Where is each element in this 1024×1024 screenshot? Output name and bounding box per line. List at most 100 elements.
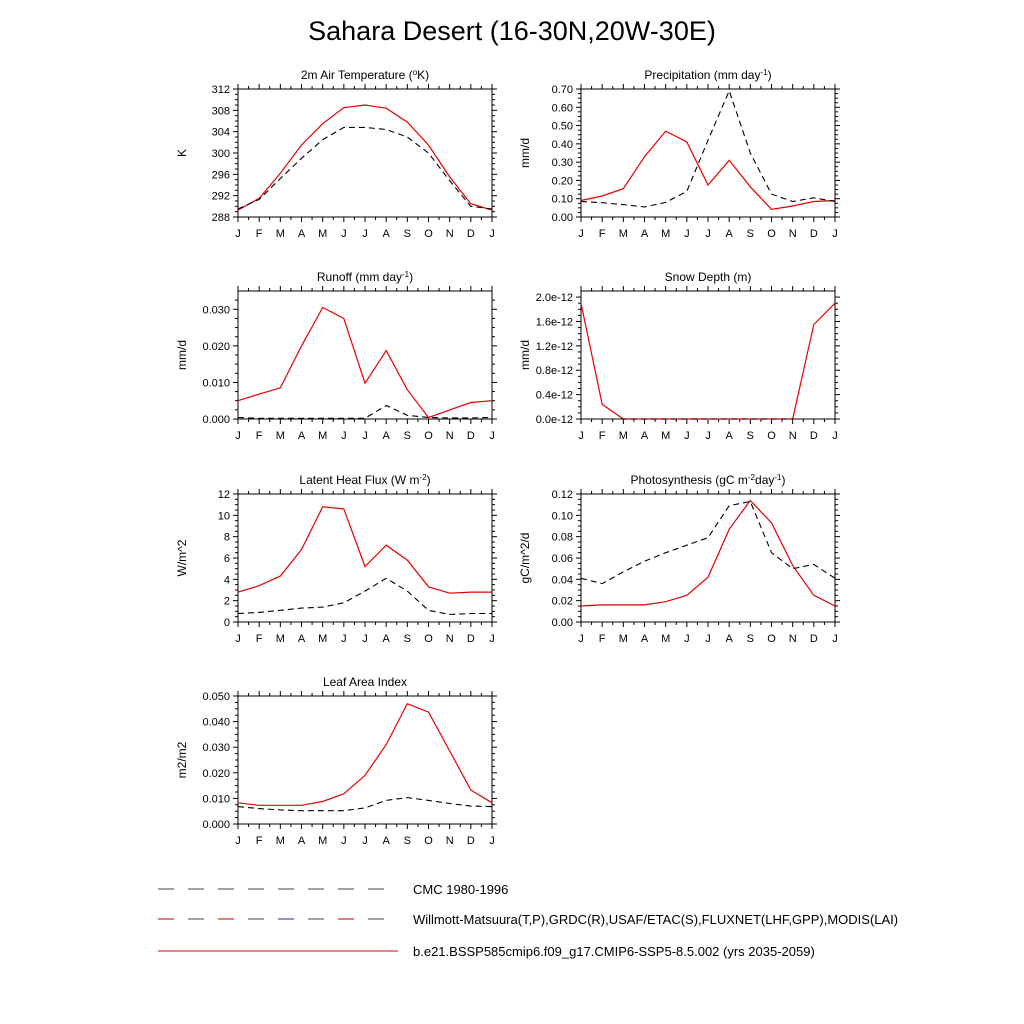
x-tick-label: O xyxy=(767,430,776,442)
series-line-observed xyxy=(580,500,836,585)
x-tick-label: A xyxy=(382,228,390,240)
y-tick-label: 0.50 xyxy=(552,121,573,133)
y-tick-label: 0.040 xyxy=(202,717,230,729)
y-tick-label: 292 xyxy=(212,191,230,203)
plot-frame xyxy=(237,88,493,218)
x-tick-label: M xyxy=(619,633,628,645)
x-tick-label: N xyxy=(446,228,454,240)
panel-2: J F M A M J J A S O N D J0.000.100.200.300.400.500.6… xyxy=(518,68,840,240)
x-tick-label: J xyxy=(235,835,241,847)
y-tick-label: 0.60 xyxy=(552,102,573,114)
x-tick-label: M xyxy=(661,430,670,442)
y-tick-label: 304 xyxy=(212,127,230,139)
panel-title-part: Latent Heat Flux (W m xyxy=(299,473,419,487)
panel-title-part: ) xyxy=(427,473,431,487)
x-tick-label: J xyxy=(341,633,347,645)
panel-title-part: -1 xyxy=(760,68,768,77)
legend-label: CMC 1980-1996 xyxy=(413,882,508,897)
y-tick-label: 312 xyxy=(212,84,230,96)
x-tick-label: F xyxy=(256,228,263,240)
panel-title-part: -2 xyxy=(748,473,756,482)
y-tick-label: 0.02 xyxy=(552,596,573,608)
x-tick-label: J xyxy=(489,835,495,847)
plot-frame xyxy=(237,493,493,623)
y-tick-label: 0.00 xyxy=(552,212,573,224)
x-tick-label: S xyxy=(404,228,411,240)
panel-title: Photosynthesis (gC m-2day-1) xyxy=(631,473,786,488)
panel-6: J F M A M J J A S O N D J0.000.020.040.060.080.100.1… xyxy=(518,473,840,645)
y-tick-label: 0.10 xyxy=(552,194,573,206)
y-tick-label: 0.06 xyxy=(552,553,573,565)
x-tick-label: M xyxy=(619,430,628,442)
x-tick-label: A xyxy=(298,633,306,645)
x-tick-label: J xyxy=(235,228,241,240)
y-axis-label: K xyxy=(175,149,189,157)
x-tick-label: M xyxy=(318,430,327,442)
x-tick-label: M xyxy=(276,430,285,442)
x-tick-label: J xyxy=(341,835,347,847)
x-tick-label: J xyxy=(832,228,838,240)
y-tick-label: 0.4e-12 xyxy=(536,390,573,402)
plot-frame xyxy=(580,88,836,218)
x-tick-label: J xyxy=(341,430,347,442)
legend-label: b.e21.BSSP585cmip6.f09_g17.CMIP6-SSP5-8.… xyxy=(413,944,815,959)
x-tick-label: N xyxy=(446,430,454,442)
series-line-model xyxy=(580,499,836,607)
y-axis-label: gC/m^2/d xyxy=(518,533,532,584)
x-tick-label: J xyxy=(235,633,241,645)
x-tick-label: M xyxy=(276,835,285,847)
y-tick-label: 12 xyxy=(218,489,230,501)
x-tick-label: M xyxy=(318,633,327,645)
x-tick-label: O xyxy=(424,430,433,442)
panel-title-part: Photosynthesis (gC m xyxy=(631,473,748,487)
y-axis-label: mm/d xyxy=(518,340,532,370)
x-tick-label: D xyxy=(467,633,475,645)
series-line-observed xyxy=(237,577,492,616)
x-tick-label: S xyxy=(747,430,754,442)
x-tick-label: N xyxy=(789,430,797,442)
y-tick-label: 0.020 xyxy=(202,341,230,353)
panel-title-part: ) xyxy=(768,68,772,82)
panel-title: 2m Air Temperature (oK) xyxy=(301,68,429,83)
y-tick-label: 1.6e-12 xyxy=(536,316,573,328)
panel-title-part: day xyxy=(755,473,774,487)
x-tick-label: A xyxy=(641,430,649,442)
x-tick-label: J xyxy=(362,228,368,240)
x-tick-label: O xyxy=(767,228,776,240)
x-tick-label: D xyxy=(467,430,475,442)
x-tick-label: S xyxy=(404,430,411,442)
x-tick-label: S xyxy=(404,633,411,645)
panel-title: Latent Heat Flux (W m-2) xyxy=(299,473,430,488)
x-tick-label: J xyxy=(684,633,690,645)
panel-title-part: Runoff (mm day xyxy=(317,270,402,284)
x-tick-label: J xyxy=(489,633,495,645)
panel-3: J F M A M J J A S O N D J0.0000.0100.0200.030Runoff … xyxy=(175,270,497,442)
series-line-observed xyxy=(237,404,493,419)
y-axis-label: m2/m2 xyxy=(175,741,189,778)
x-tick-label: O xyxy=(424,228,433,240)
x-tick-label: N xyxy=(446,835,454,847)
series-line-model xyxy=(237,306,493,419)
x-tick-label: F xyxy=(256,633,263,645)
panel-title-part: -1 xyxy=(402,270,410,279)
y-tick-label: 300 xyxy=(212,148,230,160)
x-tick-label: J xyxy=(832,633,838,645)
y-tick-label: 0.010 xyxy=(202,793,230,805)
y-tick-label: 0.050 xyxy=(202,691,230,703)
x-tick-label: J xyxy=(362,633,368,645)
x-tick-label: J xyxy=(578,228,584,240)
panel-title-part: ) xyxy=(782,473,786,487)
panel-title: Snow Depth (m) xyxy=(665,270,752,284)
x-tick-label: J xyxy=(684,430,690,442)
x-tick-label: M xyxy=(318,835,327,847)
x-tick-label: S xyxy=(747,633,754,645)
x-tick-label: D xyxy=(467,835,475,847)
series-line-model xyxy=(580,302,836,420)
x-tick-label: S xyxy=(747,228,754,240)
x-tick-label: F xyxy=(256,430,263,442)
x-tick-label: N xyxy=(789,633,797,645)
panel-title-part: -1 xyxy=(774,473,782,482)
panel-title-part: Precipitation (mm day xyxy=(644,68,760,82)
